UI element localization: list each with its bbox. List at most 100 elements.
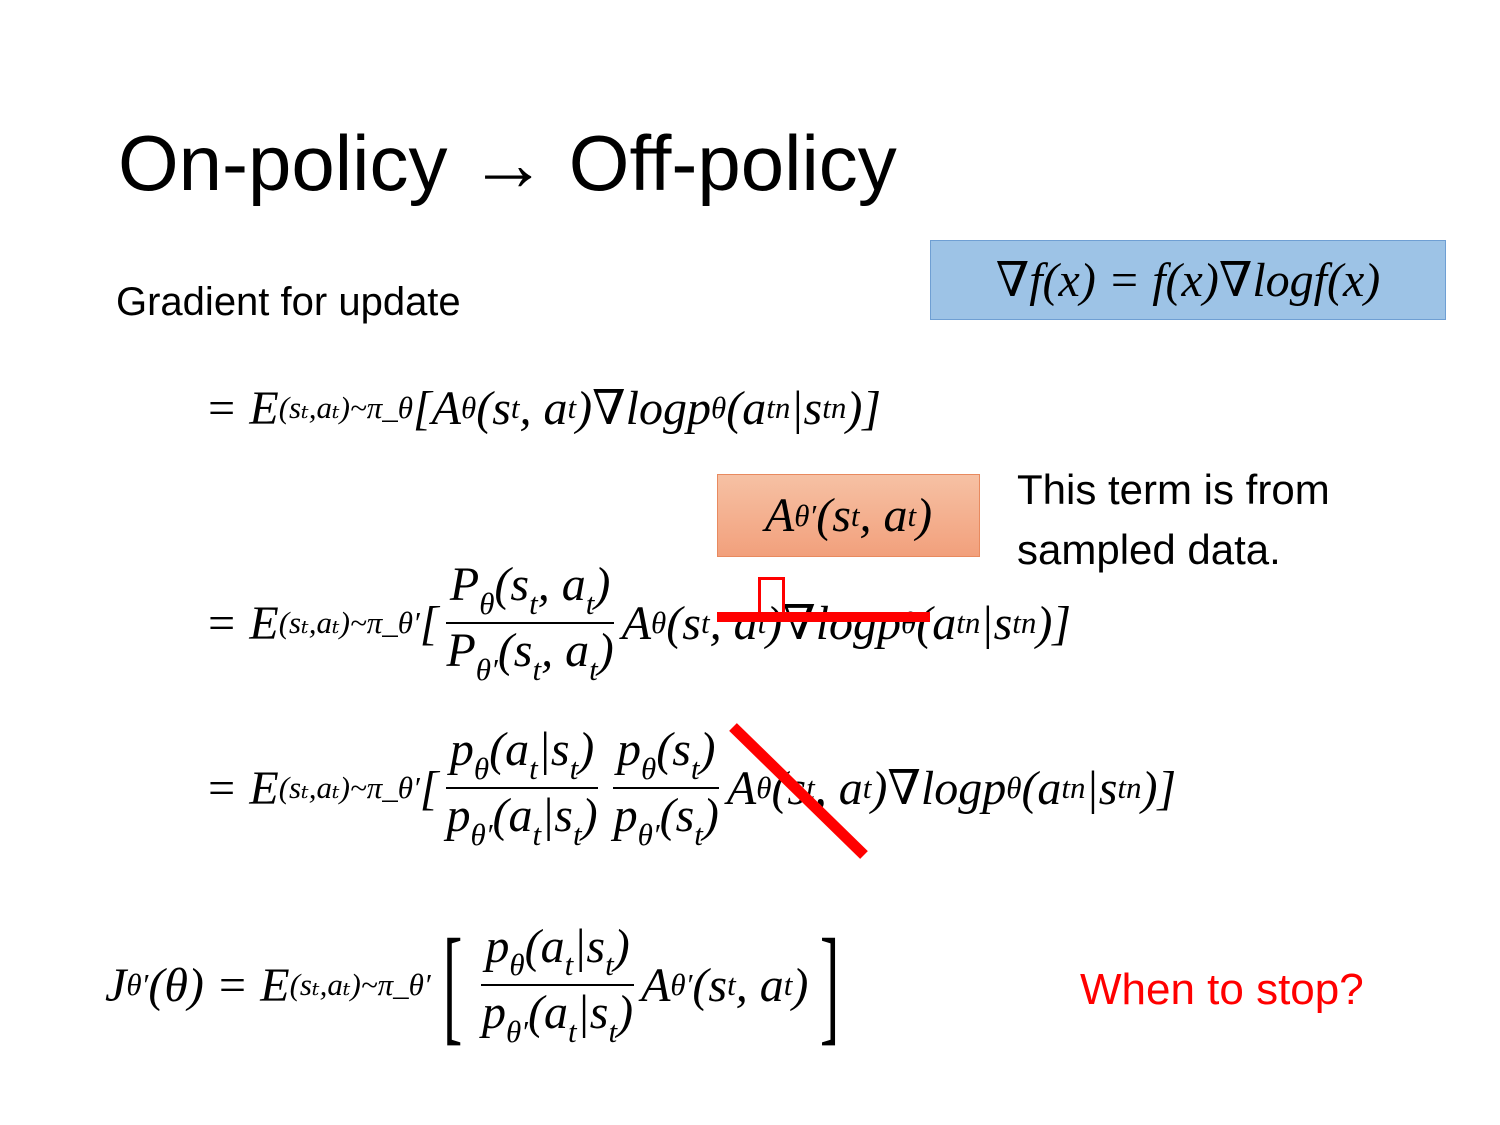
subscript: t [608,1013,618,1049]
math-text: p [485,919,510,973]
math-text: A [641,958,671,1012]
math-text: (s [659,789,695,843]
math-text: P [446,624,476,678]
math-text: , a [814,761,863,815]
subscript: θ [509,947,525,983]
denominator: pθ′(st) [610,789,723,851]
math-text: |s [790,381,823,435]
subscript: t [529,585,538,621]
subscript: θ [711,390,727,425]
subscript: θ [901,605,917,641]
subscript: θ′ [637,817,660,853]
math-text: )] [1141,761,1177,815]
subscript: t [589,652,598,688]
subscript: t [822,390,831,425]
math-text: p [616,723,641,776]
equation-factorized: = E (sₜ,aₜ)~π_θ′[pθ(at|st) pθ′(at|st) pθ(st… [205,723,1177,852]
math-text: , a [537,558,586,611]
subscript: t [572,817,582,853]
superscript: θ′ [126,967,149,1002]
subscript: t [605,947,614,983]
math-text: = E [205,596,279,650]
slide-title: On-policy → Off-policy [118,119,897,207]
subscript: t [1061,770,1071,806]
numerator: Pθ(st, at) [445,558,615,625]
superscript: n [1020,605,1037,641]
subscript: θ′ [470,817,493,853]
superscript: θ [651,605,667,641]
math-text: [ [419,761,439,815]
math-text: |s [1085,761,1118,815]
subscript: t [783,967,793,1002]
subscript: t [956,605,965,641]
numerator: pθ(st) [612,723,720,790]
math-text: , a [519,381,568,435]
subscript: t [757,605,767,641]
subscript: t [564,947,574,983]
math-text: [A [413,381,461,435]
superscript: θ′ [670,967,693,1002]
subscript: t [850,497,860,533]
red-highlight-box [758,577,785,615]
identity-formula: ∇f(x) = f(x)∇logf(x) [996,252,1381,308]
math-text: (a [916,596,957,650]
math-text: ) [617,986,634,1039]
math-text: p [446,789,471,843]
math-text: (a [489,723,530,776]
denominator: pθ′(at|st) [442,789,601,851]
subscript: (sₜ,aₜ)~π_θ′ [278,770,420,806]
math-text: J [105,958,127,1012]
superscript: θ [461,390,477,425]
math-text: )∇logp [766,597,902,651]
subscript: t [700,605,710,641]
superscript: n [774,390,791,425]
note-line-2: sampled data. [1017,526,1281,573]
superscript: n [964,605,981,641]
math-text: (a [1021,761,1062,815]
math-text: , a [541,624,590,678]
subscript: θ [640,750,657,786]
math-text: |s [980,596,1013,650]
big-bracket: [ [442,913,463,1057]
subscript: θ′ [475,652,498,688]
math-text: (s [666,596,701,650]
log-gradient-identity-box: ∇f(x) = f(x)∇logf(x) [930,240,1446,320]
subscript: t [529,750,538,786]
denominator: pθ′(at|st) [478,986,637,1048]
subscript: t [862,770,872,806]
subscript: θ′ [505,1013,528,1049]
fraction: pθ(st) pθ′(st) [610,723,723,852]
red-strikethrough [717,612,930,622]
subscript: t [806,770,815,806]
math-text: p [449,723,474,776]
subscript: t [532,652,542,688]
subscript: (sₜ,aₜ)~π_θ′ [278,605,420,641]
math-text: (s [816,489,851,542]
superscript: θ [756,770,772,806]
subscript: t [727,967,736,1002]
math-text: (s [494,558,530,611]
math-text: (s [476,381,511,435]
fraction: pθ(at|st) pθ′(at|st) [442,723,601,852]
math-text: ) [792,958,809,1012]
math-text: (s [656,723,691,776]
math-text: (θ) = E [148,958,290,1012]
math-text: )] [1036,596,1072,650]
superscript: n [1070,770,1086,806]
math-text: ) [581,789,598,843]
big-bracket: ] [820,913,840,1057]
subscript: t [694,817,703,853]
subscript: t [690,750,700,786]
math-text: ∇f(x) = f(x)∇logf(x) [995,254,1381,307]
math-text: p [613,789,638,843]
subscript: t [567,390,577,425]
subscript: θ [473,750,490,786]
math-text: )∇logp [576,382,711,435]
math-text: (a [726,381,767,435]
subscript: t [1117,770,1127,806]
math-text: ) [702,789,719,843]
math-text: |s [537,723,570,776]
